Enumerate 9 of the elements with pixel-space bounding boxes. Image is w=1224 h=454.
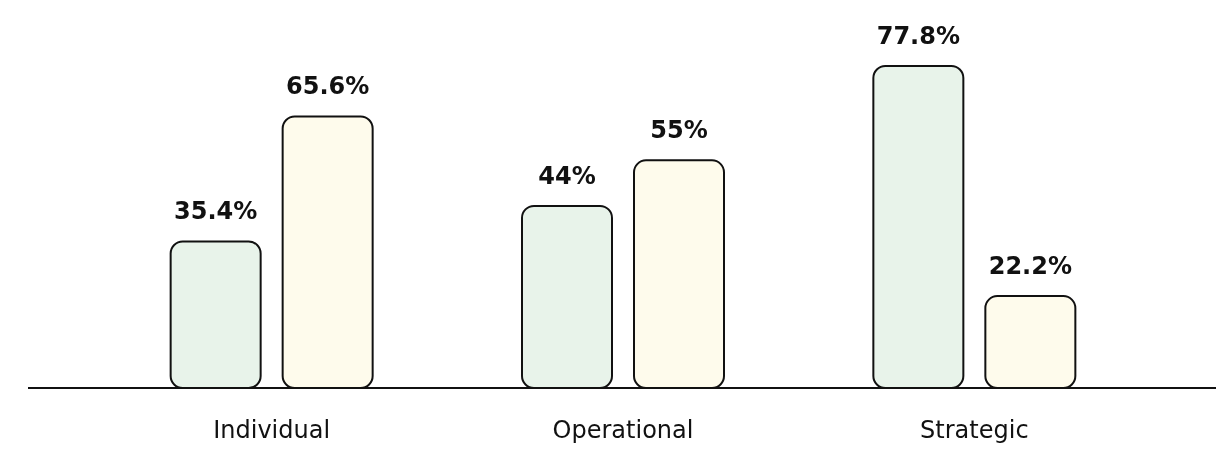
x-tick-label: Individual	[213, 416, 331, 444]
data-label: 77.8%	[876, 22, 960, 50]
data-label: 55%	[650, 116, 708, 145]
data-label: 65.6%	[286, 72, 370, 101]
x-tick-label: Strategic	[920, 416, 1029, 444]
data-label: 22.2%	[988, 252, 1072, 281]
data-label: 35.4%	[174, 197, 258, 226]
data-label: 44%	[538, 161, 596, 190]
x-tick-label: Operational	[552, 416, 694, 444]
